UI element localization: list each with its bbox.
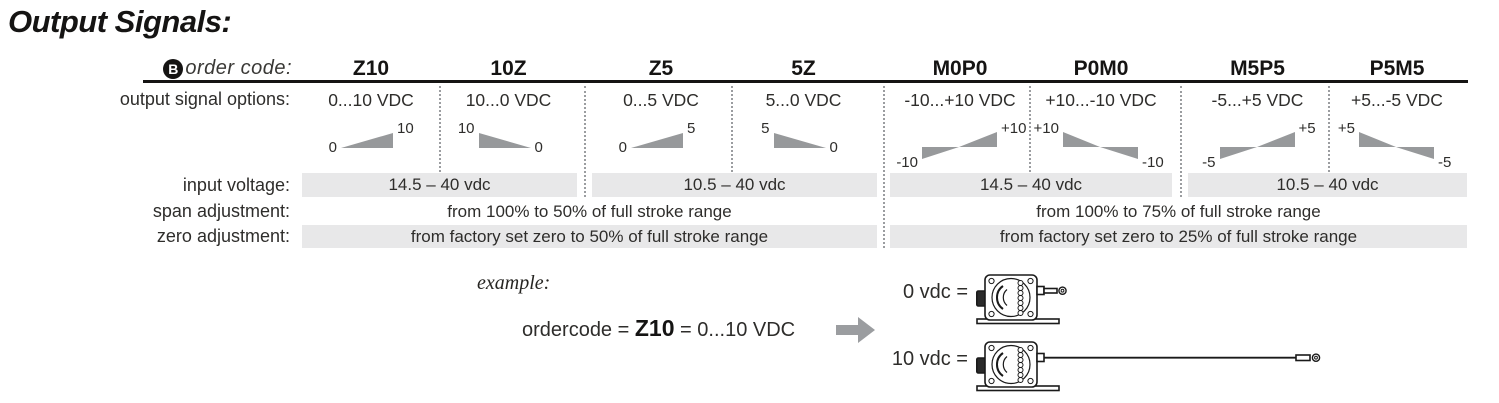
input-voltage-value: 14.5 – 40 vdc xyxy=(890,173,1172,197)
output-signal-value: 5...0 VDC xyxy=(765,90,842,110)
span-adjustment-value: from 100% to 75% of full stroke range xyxy=(1036,202,1321,221)
order-code-value: 5Z xyxy=(791,57,816,80)
order-code-value: Z10 xyxy=(352,57,390,80)
output-signal-value: -5...+5 VDC xyxy=(1211,90,1304,110)
ten-vdc-label: 10 vdc = xyxy=(891,348,968,370)
arrow-right-icon xyxy=(836,317,875,343)
diagram-start-label: -5 xyxy=(1202,154,1216,171)
diagram-end-label: +5 xyxy=(1298,120,1316,137)
signal-diagram-falling: 5 0 xyxy=(734,112,874,172)
column-p5m5: P5M5 +5...-5 VDC +5 -5 xyxy=(1327,56,1467,172)
signal-diagram-falling: 10 0 xyxy=(439,112,579,172)
column-p0m0: P0M0 +10...-10 VDC +10 -10 xyxy=(1030,56,1172,172)
column-separator xyxy=(584,86,586,197)
span-adjustment-value: from 100% to 50% of full stroke range xyxy=(447,202,732,221)
row-label-zero-adjustment: zero adjustment: xyxy=(156,226,290,246)
column-m0p0: M0P0 -10...+10 VDC -10 +10 xyxy=(890,56,1030,172)
order-code-value: P0M0 xyxy=(1073,57,1129,80)
order-code-header: B order code: xyxy=(118,56,292,81)
order-code-value: M5P5 xyxy=(1230,57,1285,80)
diagram-end-label: -5 xyxy=(1438,154,1452,171)
output-signal-value: +5...-5 VDC xyxy=(1351,90,1443,110)
column-z5: Z5 0...5 VDC 0 5 xyxy=(592,56,730,172)
diagram-start-label: +5 xyxy=(1337,120,1355,137)
page-title: Output Signals: xyxy=(8,4,232,39)
input-voltage-value: 14.5 – 40 vdc xyxy=(302,173,577,197)
diagram-end-label: -10 xyxy=(1142,154,1164,171)
signal-diagram-bipolar-rising: -10 +10 xyxy=(890,112,1030,172)
signal-diagram-rising: 0 10 xyxy=(301,112,441,172)
table-header-rule xyxy=(143,80,1468,83)
order-code-value: 10Z xyxy=(490,57,527,80)
bipolar-ramp-up-shape xyxy=(1219,132,1295,159)
signal-diagram-rising: 0 5 xyxy=(591,112,731,172)
output-signal-value: 10...0 VDC xyxy=(465,90,552,110)
diagram-start-label: +10 xyxy=(1033,120,1059,137)
order-code-value: P5M5 xyxy=(1369,57,1425,80)
output-signal-value: +10...-10 VDC xyxy=(1045,90,1157,110)
ramp-down-shape xyxy=(478,133,531,148)
diagram-end-label: 5 xyxy=(687,120,696,137)
signal-diagram-bipolar-falling: +10 -10 xyxy=(1031,112,1171,172)
diagram-start-label: 0 xyxy=(328,139,337,156)
formula-order-code: Z10 xyxy=(634,315,675,341)
column-separator xyxy=(1180,86,1182,197)
row-label-output-signal-options: output signal options: xyxy=(119,89,290,109)
draw-wire-sensor-retracted-icon xyxy=(976,274,1067,325)
column-z10: Z10 0...10 VDC 0 10 xyxy=(302,56,440,172)
zero-adjustment-value: from factory set zero to 25% of full str… xyxy=(890,225,1467,248)
formula-suffix: = 0...10 VDC xyxy=(674,319,796,341)
bipolar-ramp-down-shape xyxy=(1359,132,1434,159)
input-voltage-value: 10.5 – 40 vdc xyxy=(592,173,877,197)
output-signal-value: 0...5 VDC xyxy=(623,90,699,110)
ramp-up-shape xyxy=(631,133,683,148)
order-code-label: order code: xyxy=(185,57,292,79)
output-signal-value: 0...10 VDC xyxy=(328,90,414,110)
signal-diagram-bipolar-falling: +5 -5 xyxy=(1327,112,1467,172)
output-signal-value: -10...+10 VDC xyxy=(904,90,1016,110)
draw-wire-sensor-extended-icon xyxy=(976,341,1321,392)
ramp-down-shape xyxy=(773,133,826,148)
example-formula: ordercode = Z10 = 0...10 VDC xyxy=(522,313,795,343)
diagram-start-label: 10 xyxy=(457,120,475,137)
column-separator xyxy=(439,86,441,172)
bipolar-ramp-down-shape xyxy=(1063,132,1138,159)
diagram-start-label: -10 xyxy=(896,154,918,171)
column-10z: 10Z 10...0 VDC 10 0 xyxy=(440,56,577,172)
formula-prefix: ordercode = xyxy=(522,319,635,341)
column-m5p5: M5P5 -5...+5 VDC -5 +5 xyxy=(1188,56,1327,172)
diagram-end-label: +10 xyxy=(1001,120,1027,137)
signal-diagram-bipolar-rising: -5 +5 xyxy=(1188,112,1328,172)
diagram-start-label: 5 xyxy=(761,120,770,137)
row-label-input-voltage: input voltage: xyxy=(182,175,290,195)
example-label: example: xyxy=(477,272,551,294)
diagram-end-label: 10 xyxy=(397,120,414,137)
group-separator xyxy=(883,86,885,248)
ramp-up-shape xyxy=(341,133,393,148)
column-5z: 5Z 5...0 VDC 5 0 xyxy=(730,56,877,172)
bipolar-ramp-up-shape xyxy=(922,132,997,159)
column-separator xyxy=(731,86,733,172)
zero-vdc-label: 0 vdc = xyxy=(902,281,968,303)
zero-adjustment-value: from factory set zero to 50% of full str… xyxy=(302,225,877,248)
order-code-value: Z5 xyxy=(648,57,674,80)
input-voltage-value: 10.5 – 40 vdc xyxy=(1188,173,1467,197)
column-separator xyxy=(1328,86,1330,172)
column-separator xyxy=(1029,86,1031,172)
order-code-value: M0P0 xyxy=(932,57,988,80)
row-label-span-adjustment: span adjustment: xyxy=(152,201,290,221)
circled-b-badge: B xyxy=(163,58,184,79)
diagram-end-label: 0 xyxy=(534,139,543,156)
diagram-end-label: 0 xyxy=(829,139,838,156)
diagram-start-label: 0 xyxy=(618,139,627,156)
